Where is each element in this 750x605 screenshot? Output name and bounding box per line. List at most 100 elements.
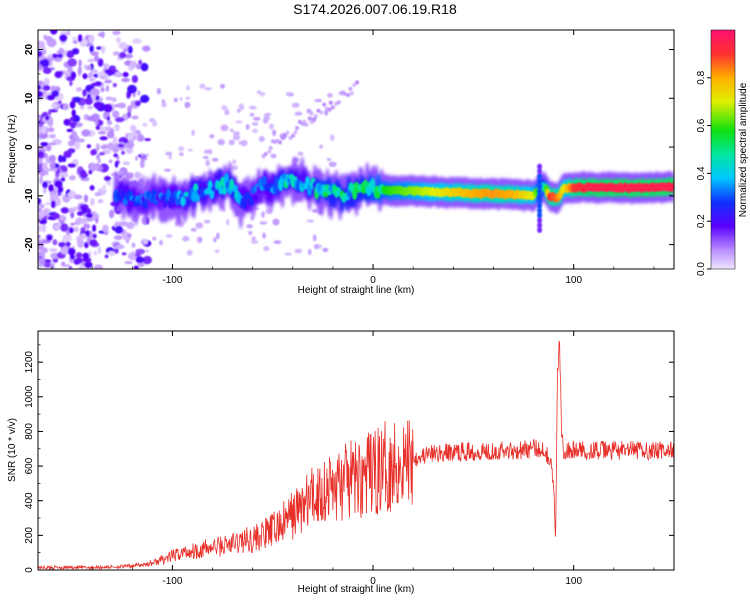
heatmap-spur bbox=[261, 80, 543, 233]
heatmap-cell bbox=[66, 128, 74, 133]
heatmap-cell bbox=[291, 133, 295, 138]
heatmap-cell bbox=[94, 55, 100, 62]
heatmap-cell bbox=[114, 161, 119, 168]
heatmap-cell bbox=[38, 209, 45, 218]
heatmap-cell bbox=[62, 103, 69, 111]
heatmap-cell bbox=[112, 30, 121, 35]
heatmap-cell bbox=[89, 211, 98, 220]
heatmap-cell bbox=[99, 126, 106, 132]
heatmap-cell bbox=[342, 91, 347, 96]
colorbar-tick-label: 0.8 bbox=[696, 70, 707, 84]
heatmap-cell bbox=[94, 81, 102, 87]
heatmap-cell bbox=[268, 123, 274, 130]
heatmap-cell bbox=[297, 119, 302, 124]
heatmap-cell bbox=[143, 238, 149, 245]
heatmap-cell bbox=[38, 132, 49, 139]
heatmap-cell bbox=[70, 222, 76, 226]
heatmap-cell bbox=[127, 105, 133, 113]
heatmap-cell bbox=[178, 146, 185, 152]
heatmap-cell bbox=[537, 197, 543, 204]
heatmap-cell bbox=[41, 125, 47, 134]
heatmap-cell bbox=[60, 246, 69, 255]
heatmap-cell bbox=[82, 252, 90, 260]
heatmap-cell bbox=[314, 98, 323, 103]
heatmap-cell bbox=[275, 138, 280, 143]
heatmap-cell bbox=[127, 111, 132, 119]
heatmap-cell bbox=[112, 136, 118, 145]
heatmap-cell bbox=[248, 230, 253, 236]
heatmap-cell bbox=[41, 247, 48, 254]
heatmap-cell bbox=[537, 168, 543, 175]
heatmap-cell bbox=[281, 135, 285, 140]
heatmap-cell bbox=[304, 122, 309, 127]
heatmap-cell bbox=[50, 262, 55, 269]
heatmap-cell bbox=[257, 90, 261, 95]
heatmap-cell bbox=[54, 197, 62, 207]
y-tick-label: 1000 bbox=[24, 385, 35, 408]
heatmap-cell bbox=[49, 154, 56, 163]
colorbar-tick-label: 0.4 bbox=[696, 166, 707, 180]
heatmap-cell bbox=[112, 82, 117, 88]
heatmap-cell bbox=[42, 67, 52, 74]
snr-x-axis-label: Height of straight line (km) bbox=[298, 584, 415, 595]
heatmap-cell bbox=[118, 52, 127, 59]
heatmap-cell bbox=[67, 247, 76, 256]
heatmap-cell bbox=[44, 202, 53, 206]
heatmap-cell bbox=[220, 124, 229, 132]
heatmap-cell bbox=[261, 211, 265, 218]
heatmap-cell bbox=[50, 161, 56, 170]
heatmap-cell bbox=[207, 180, 213, 190]
heatmap-cell bbox=[59, 214, 66, 221]
heatmap-cell bbox=[93, 101, 104, 109]
heatmap-cell bbox=[130, 124, 137, 132]
heatmap-cell bbox=[135, 252, 141, 258]
heatmap-cell bbox=[184, 101, 191, 109]
y-tick-label: 0 bbox=[24, 144, 35, 150]
heatmap-cell bbox=[537, 178, 543, 185]
heatmap-cell bbox=[53, 187, 57, 195]
heatmap-cell bbox=[328, 100, 333, 105]
heatmap-cell bbox=[103, 103, 113, 113]
heatmap-cell bbox=[48, 167, 58, 172]
heatmap-cell bbox=[107, 71, 116, 75]
heatmap-cell bbox=[135, 256, 145, 264]
heatmap-cell bbox=[204, 87, 212, 91]
heatmap-cell bbox=[86, 144, 92, 149]
heatmap-cell bbox=[278, 140, 283, 145]
heatmap-cell bbox=[93, 264, 104, 269]
heatmap-cell bbox=[221, 105, 228, 111]
spectrogram-heatmap bbox=[38, 30, 674, 269]
heatmap-cell bbox=[131, 75, 138, 83]
heatmap-cell bbox=[41, 142, 48, 147]
heatmap-cell bbox=[156, 88, 161, 95]
heatmap-cell bbox=[78, 264, 86, 269]
heatmap-cell bbox=[313, 114, 318, 119]
heatmap-cell bbox=[211, 157, 219, 162]
heatmap-cell bbox=[128, 65, 134, 71]
heatmap-cell bbox=[51, 213, 61, 219]
heatmap-cell bbox=[106, 116, 110, 122]
heatmap-cell bbox=[73, 96, 82, 103]
colorbar: 0.0 0.2 0.4 0.6 0.8 Normalized spectral ampl… bbox=[696, 29, 749, 276]
chart-title: S174.2026.007.06.19.R18 bbox=[293, 1, 457, 17]
heatmap-cell bbox=[232, 159, 237, 165]
heatmap-cell bbox=[90, 197, 95, 206]
heatmap-cell bbox=[140, 62, 149, 72]
heatmap-cell bbox=[107, 251, 116, 256]
heatmap-cell bbox=[107, 142, 115, 151]
heatmap-cell bbox=[90, 51, 99, 56]
heatmap-cell bbox=[124, 53, 133, 59]
heatmap-cell bbox=[84, 97, 93, 105]
heatmap-cell bbox=[127, 252, 137, 260]
heatmap-cell bbox=[94, 192, 102, 197]
y-tick-label: 800 bbox=[24, 423, 35, 440]
heatmap-cell bbox=[121, 252, 127, 256]
heatmap-cell bbox=[82, 89, 87, 97]
heatmap-cell bbox=[117, 102, 127, 109]
heatmap-cell bbox=[268, 145, 273, 150]
colorbar-tick-label: 0.0 bbox=[696, 262, 707, 276]
heatmap-cell bbox=[669, 182, 674, 192]
heatmap-cell bbox=[114, 225, 124, 234]
heatmap-cell bbox=[104, 126, 112, 132]
heatmap-cell bbox=[75, 87, 83, 92]
